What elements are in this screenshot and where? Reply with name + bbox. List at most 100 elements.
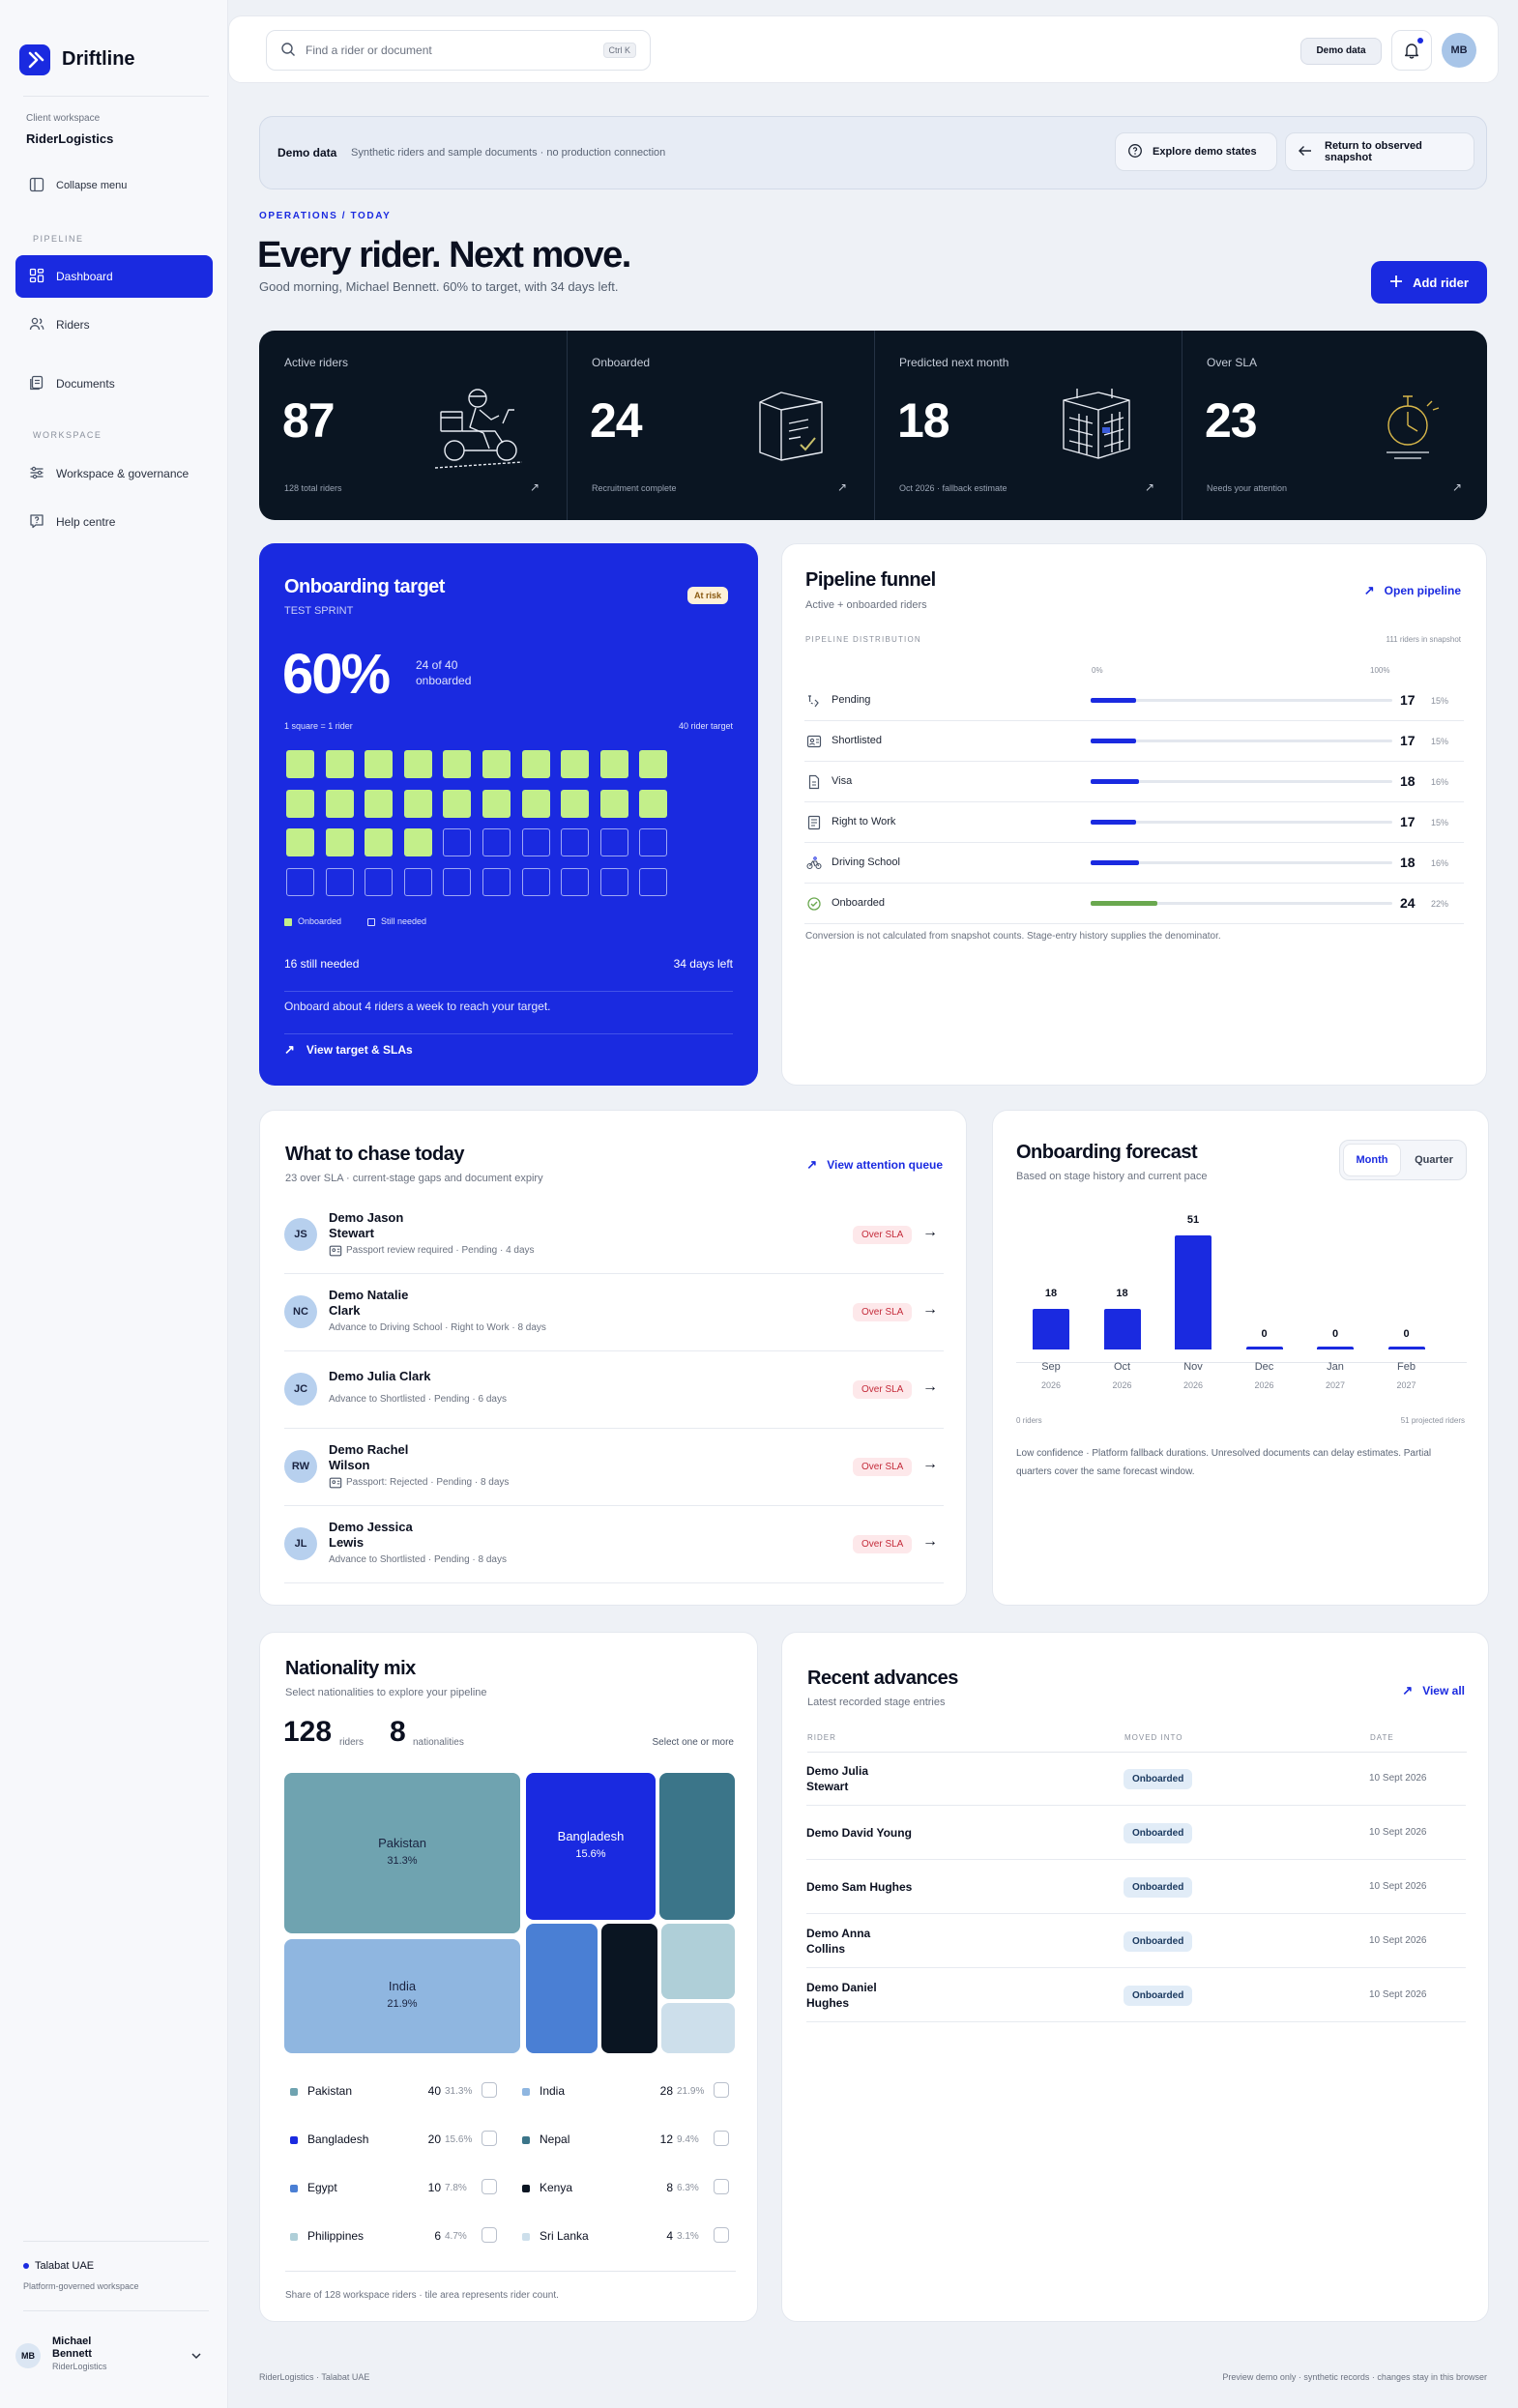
chase-row[interactable]: RW Demo Rachel Wilson Passport: Rejected ·… (284, 1429, 944, 1506)
chase-row[interactable]: JS Demo Jason Stewart Passport review requ… (284, 1197, 944, 1274)
recent-row[interactable]: Demo Daniel Hughes Onboarded 10 Sept 2026 (806, 1968, 1466, 2022)
nationality-option[interactable]: Sri Lanka 4 3.1% (518, 2223, 737, 2252)
recent-row[interactable]: Demo Julia Stewart Onboarded 10 Sept 2026 (806, 1752, 1466, 1806)
explore-demo-states-button[interactable]: Explore demo states (1115, 132, 1277, 171)
chase-row[interactable]: JL Demo Jessica Lewis Advance to Shortlist… (284, 1506, 944, 1583)
bar-value-label: 18 (1116, 1288, 1128, 1300)
view-attention-queue-link[interactable]: ↗ View attention queue (806, 1157, 943, 1173)
nationality-option[interactable]: Pakistan 40 31.3% (286, 2078, 505, 2107)
nationality-option[interactable]: Philippines 6 4.7% (286, 2223, 505, 2252)
bar-value-label: 0 (1331, 1328, 1339, 1340)
search-input[interactable]: Find a rider or document Ctrl K (266, 30, 651, 71)
checkbox[interactable] (714, 2227, 729, 2243)
kpi-onboarded[interactable]: Onboarded 24 Recruitment complete ↗ (567, 331, 874, 520)
treemap-tile-pakistan[interactable]: Pakistan 31.3% (284, 1773, 520, 1933)
document-icon (806, 774, 822, 795)
funnel-row-right-to-work[interactable]: Right to Work 17 15% (804, 802, 1464, 843)
user-menu[interactable]: MB Michael Bennett RiderLogistics (15, 2335, 213, 2382)
checkbox[interactable] (482, 2082, 497, 2098)
funnel-row-shortlisted[interactable]: Shortlisted 17 15% (804, 721, 1464, 762)
checkbox[interactable] (714, 2082, 729, 2098)
toggle-quarter[interactable]: Quarter (1415, 1154, 1453, 1166)
checkbox[interactable] (482, 2227, 497, 2243)
forecast-bar[interactable] (1387, 1347, 1425, 1349)
checkbox[interactable] (714, 2179, 729, 2194)
treemap-tile-egypt[interactable] (526, 1924, 598, 2053)
collapse-menu-button[interactable]: Collapse menu (15, 164, 213, 207)
forecast-bar[interactable] (1317, 1347, 1354, 1349)
funnel-row-driving-school[interactable]: Driving School 18 16% (804, 843, 1464, 884)
year-tick-label: 2026 (1112, 1380, 1132, 1390)
treemap-tile-bangladesh[interactable]: Bangladesh 15.6% (526, 1773, 656, 1920)
funnel-count: 17 (1400, 692, 1416, 708)
funnel-row-onboarded[interactable]: Onboarded 24 22% (804, 884, 1464, 924)
open-pipeline-link[interactable]: ↗ Open pipeline (1364, 583, 1461, 598)
treemap-tile-nepal[interactable] (659, 1773, 735, 1920)
month-tick-label: Feb (1397, 1361, 1416, 1373)
add-rider-button[interactable]: Add rider (1371, 261, 1487, 304)
forecast-bar[interactable] (1033, 1309, 1069, 1349)
treemap-tile-philippines[interactable] (661, 1924, 735, 1999)
calendar-icon (1058, 385, 1135, 467)
sidebar-item-workspace-governance[interactable]: Workspace & governance (15, 452, 213, 495)
kpi-sub: Needs your attention (1207, 483, 1288, 493)
arrow-right-icon[interactable]: → (922, 1378, 938, 1395)
treemap-tile-kenya[interactable] (601, 1924, 657, 2053)
view-all-link[interactable]: ↗ View all (1402, 1683, 1465, 1698)
recent-advances-card: Recent advances Latest recorded stage en… (781, 1632, 1489, 2322)
funnel-row-pending[interactable]: Pending 17 15% (804, 681, 1464, 721)
checkbox[interactable] (714, 2131, 729, 2146)
arrow-right-icon[interactable]: → (922, 1533, 938, 1550)
funnel-stage-label: Right to Work (832, 816, 896, 827)
notifications-button[interactable] (1391, 30, 1432, 71)
checkbox[interactable] (482, 2179, 497, 2194)
forecast-note: Low confidence · Platform fallback durat… (1016, 1448, 1432, 1477)
sidebar-item-riders[interactable]: Riders (15, 304, 213, 346)
chase-row[interactable]: NC Demo Natalie Clark Advance to Driving S… (284, 1274, 944, 1351)
month-tick-label: Nov (1183, 1361, 1203, 1373)
sidebar-item-help-centre[interactable]: Help centre (15, 501, 213, 543)
card-title: Onboarding target (284, 576, 445, 597)
arrow-left-icon (1298, 143, 1313, 161)
riders-count: 128 (283, 1716, 333, 1748)
sidebar-item-documents[interactable]: Documents (15, 363, 213, 405)
nationality-option[interactable]: India 28 21.9% (518, 2078, 737, 2107)
nationality-option[interactable]: Bangladesh 20 15.6% (286, 2127, 505, 2156)
column-moved-into: MOVED INTO (1124, 1733, 1183, 1742)
nationality-option[interactable]: Nepal 12 9.4% (518, 2127, 737, 2156)
kpi-predicted-next-month[interactable]: Predicted next month 18 Oct 2026 · fallb… (874, 331, 1182, 520)
search-icon (280, 42, 296, 60)
avatar[interactable]: MB (1442, 33, 1476, 68)
forecast-bar[interactable] (1245, 1347, 1283, 1349)
card-subtitle: TEST SPRINT (284, 605, 354, 617)
recent-row[interactable]: Demo Anna Collins Onboarded 10 Sept 2026 (806, 1914, 1466, 1968)
toggle-month[interactable]: Month (1343, 1144, 1401, 1176)
recent-row[interactable]: Demo Sam Hughes Onboarded 10 Sept 2026 (806, 1860, 1466, 1914)
chase-row[interactable]: JC Demo Julia Clark Advance to Shortlisted… (284, 1351, 944, 1429)
treemap-tile-india[interactable]: India 21.9% (284, 1939, 520, 2053)
onboarded-square (599, 750, 628, 778)
entry-date: 10 Sept 2026 (1369, 1773, 1427, 1784)
recent-row[interactable]: Demo David Young Onboarded 10 Sept 2026 (806, 1806, 1466, 1860)
kpi-active-riders[interactable]: Active riders 87 128 total riders ↗ (259, 331, 567, 520)
treemap-tile-sri-lanka[interactable] (661, 2003, 735, 2053)
forecast-bar[interactable] (1175, 1235, 1211, 1349)
onboarded-square (639, 789, 668, 818)
stage-badge: Onboarded (1124, 1823, 1193, 1843)
arrow-right-icon[interactable]: → (922, 1456, 938, 1472)
funnel-row-visa[interactable]: Visa 18 16% (804, 762, 1464, 802)
month-tick-label: Jan (1327, 1361, 1344, 1373)
demo-data-pill[interactable]: Demo data (1300, 38, 1382, 65)
forecast-bar[interactable] (1103, 1309, 1141, 1349)
kpi-over-sla[interactable]: Over SLA 23 Needs your attention ↗ (1182, 331, 1489, 520)
view-target-link[interactable]: ↗ View target & SLAs (284, 1042, 413, 1058)
sidebar-item-dashboard[interactable]: Dashboard (15, 255, 213, 298)
checkbox[interactable] (482, 2131, 497, 2146)
nationality-option[interactable]: Kenya 8 6.3% (518, 2175, 737, 2204)
target-advice: Onboard about 4 riders a week to reach y… (284, 1000, 551, 1013)
arrow-right-icon[interactable]: → (922, 1301, 938, 1318)
funnel-percent: 22% (1431, 899, 1449, 909)
nationality-option[interactable]: Egypt 10 7.8% (286, 2175, 505, 2204)
return-snapshot-button[interactable]: Return to observed snapshot (1285, 132, 1474, 171)
arrow-right-icon[interactable]: → (922, 1224, 938, 1240)
